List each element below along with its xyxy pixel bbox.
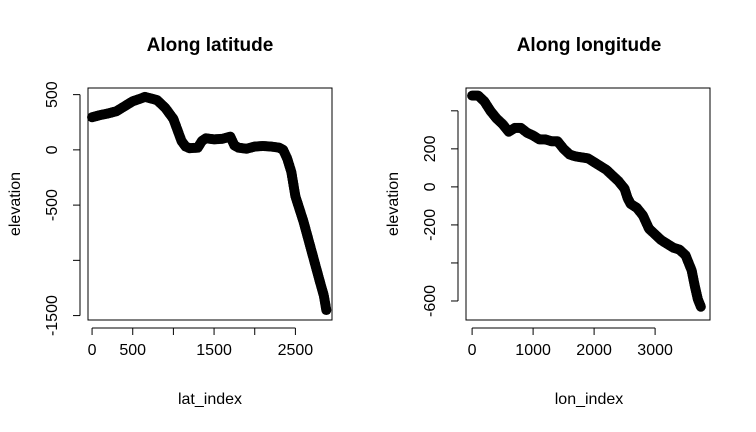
x-tick-label: 2000 — [576, 342, 612, 359]
scatter-points — [87, 91, 332, 316]
data-point — [321, 305, 332, 316]
x-axis: 0 500 1500 2500 — [88, 327, 314, 359]
y-axis-label: elevation — [385, 172, 402, 236]
y-tick-label: -500 — [44, 189, 61, 221]
y-axis-label: elevation — [7, 172, 24, 236]
x-tick-label: 0 — [88, 342, 97, 359]
plot-frame — [465, 87, 711, 321]
y-tick-label: 0 — [422, 182, 439, 191]
chart-title: Along latitude — [147, 35, 274, 56]
x-tick-label: 1500 — [196, 342, 232, 359]
y-tick-label: 200 — [422, 135, 439, 162]
x-tick-label: 500 — [119, 342, 146, 359]
y-tick-label: -1500 — [44, 295, 61, 336]
x-tick-label: 1000 — [515, 342, 551, 359]
scatter-points — [467, 90, 706, 312]
chart-title: Along longitude — [517, 35, 662, 56]
y-tick-label: -600 — [422, 285, 439, 317]
panel-along-longitude: Along longitude lon_index elevation 0 100… — [385, 35, 711, 408]
x-tick-label: 0 — [468, 342, 477, 359]
x-axis: 0 1000 2000 3000 — [468, 327, 673, 359]
x-tick-label: 2500 — [278, 342, 314, 359]
plot-frame — [87, 87, 333, 321]
y-tick-label: 500 — [44, 81, 61, 108]
x-axis-label: lon_index — [555, 391, 624, 408]
x-axis-label: lat_index — [178, 391, 242, 408]
y-axis: 500 0 -500 -1500 — [44, 81, 81, 336]
panel-along-latitude: Along latitude lat_index elevation 0 500 1… — [7, 35, 333, 408]
y-tick-label: 0 — [44, 145, 61, 154]
data-point — [695, 301, 706, 312]
x-tick-label: 3000 — [637, 342, 673, 359]
y-axis: -600 -200 0 200 — [422, 110, 459, 317]
y-tick-label: -200 — [422, 209, 439, 241]
